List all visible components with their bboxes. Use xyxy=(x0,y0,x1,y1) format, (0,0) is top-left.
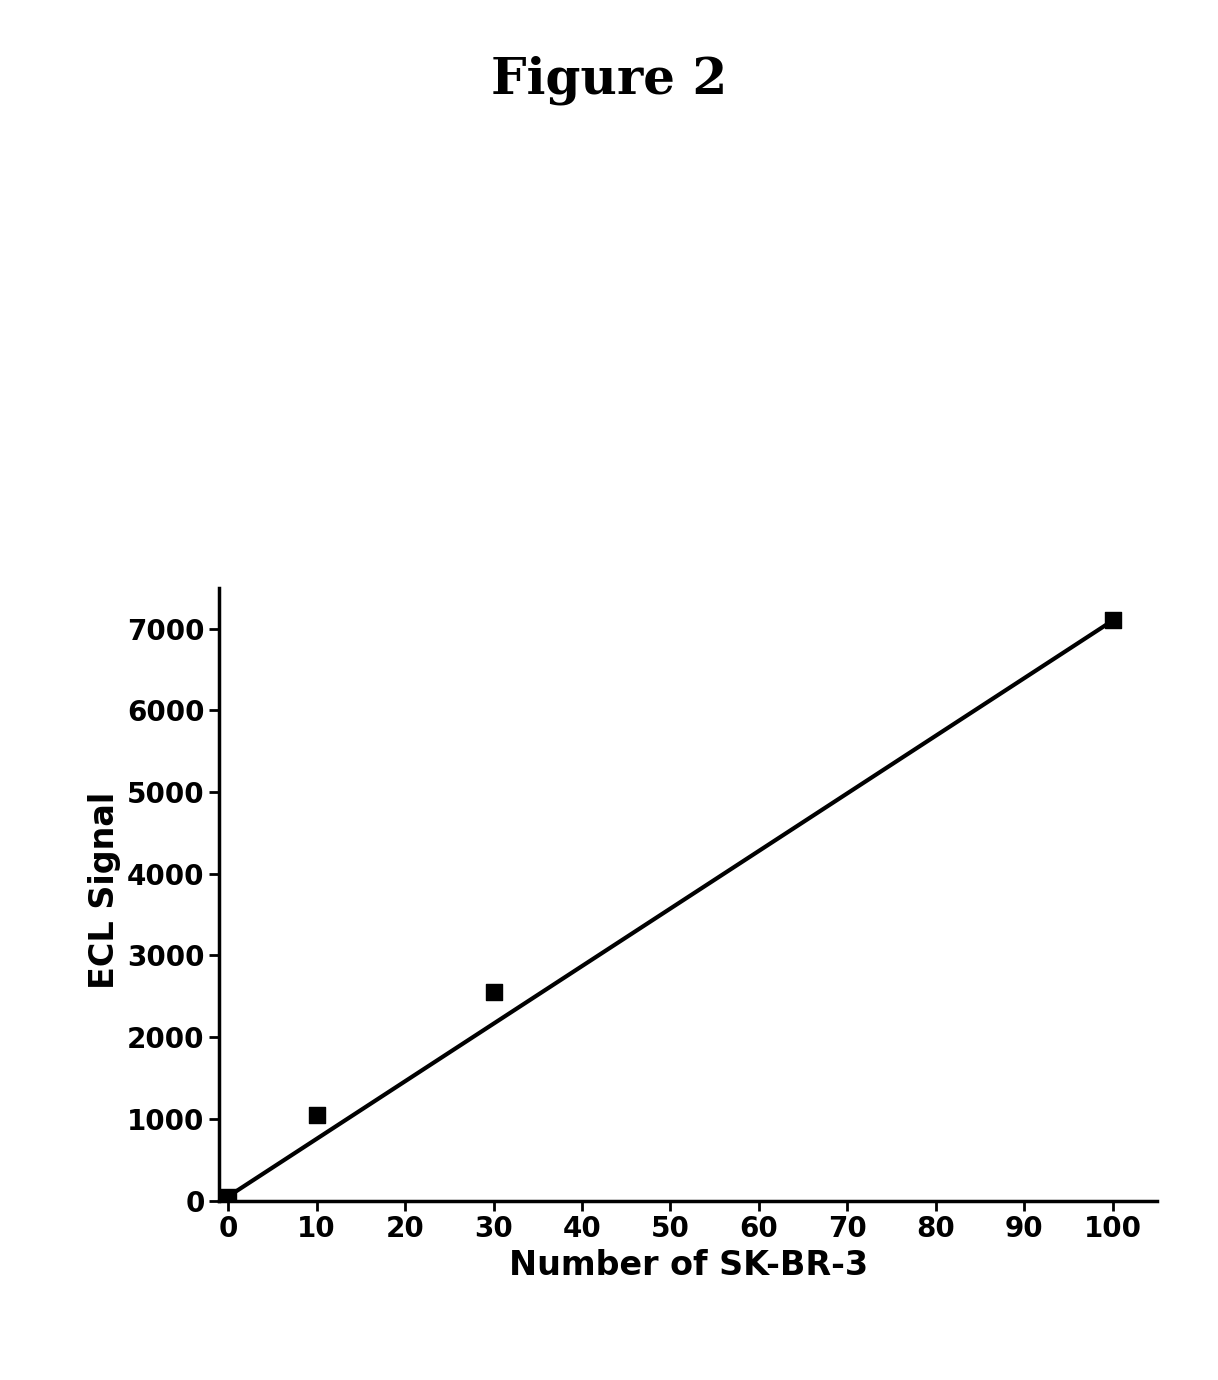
Point xyxy=(307,1104,326,1126)
Point xyxy=(484,981,503,1003)
Text: Figure 2: Figure 2 xyxy=(491,55,727,105)
Y-axis label: ECL Signal: ECL Signal xyxy=(89,792,122,988)
Point xyxy=(218,1185,238,1208)
X-axis label: Number of SK-BR-3: Number of SK-BR-3 xyxy=(509,1249,867,1282)
Point xyxy=(1104,610,1123,632)
